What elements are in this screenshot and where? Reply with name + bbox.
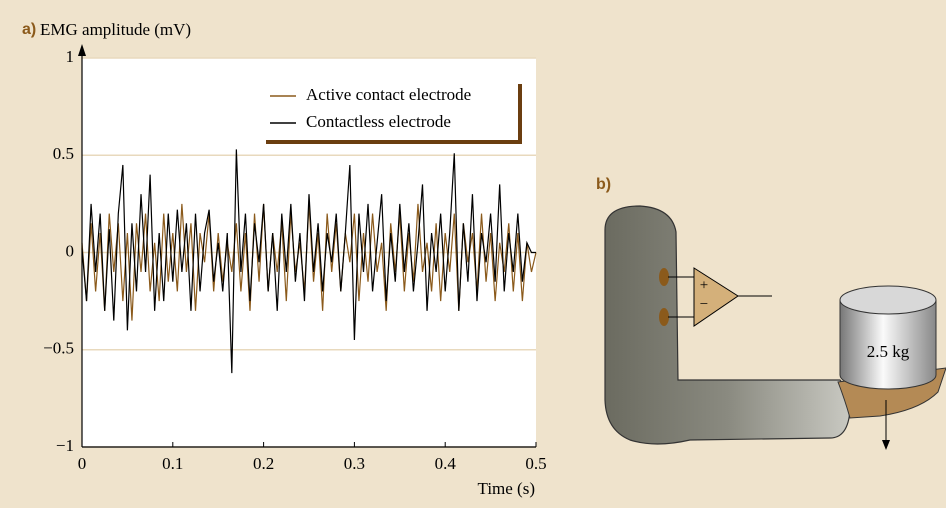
y-tick-label: 1 <box>66 47 75 66</box>
x-tick-label: 0.5 <box>525 454 546 473</box>
series-line <box>81 149 536 374</box>
x-tick-label: 0 <box>78 454 87 473</box>
y-tick-label: −0.5 <box>43 339 74 358</box>
weight <box>839 300 937 390</box>
legend <box>262 80 518 140</box>
panel-label: a) <box>22 21 36 38</box>
y-axis-arrow <box>78 44 86 56</box>
amplifier <box>693 267 739 327</box>
y-tick-label: 0.5 <box>53 144 74 163</box>
minus-sign: − <box>700 296 708 312</box>
plus-sign: + <box>700 277 708 293</box>
electrode <box>659 268 669 286</box>
legend-label: Active contact electrode <box>306 85 471 104</box>
x-tick-label: 0.3 <box>344 454 365 473</box>
weight-label: 2.5 kg <box>867 342 910 361</box>
x-tick-label: 0.2 <box>253 454 274 473</box>
x-axis-label: Time (s) <box>478 479 535 498</box>
x-tick-label: 0.1 <box>162 454 183 473</box>
panel-label: b) <box>596 176 611 193</box>
plot: −1 −0.5 0 0.5 1 0 0.1 0.2 0.3 0.4 0.5 Active contac… <box>43 44 547 473</box>
weight-top <box>839 285 937 315</box>
diagram: b) + − 2.5 kg <box>596 176 946 450</box>
force-arrowhead <box>882 440 890 450</box>
legend-label: Contactless electrode <box>306 112 451 131</box>
x-tick-label: 0.4 <box>435 454 457 473</box>
y-tick-label: −1 <box>56 436 74 455</box>
y-tick-label: 0 <box>66 241 75 260</box>
y-axis-label: EMG amplitude (mV) <box>40 20 191 39</box>
electrode <box>659 308 669 326</box>
